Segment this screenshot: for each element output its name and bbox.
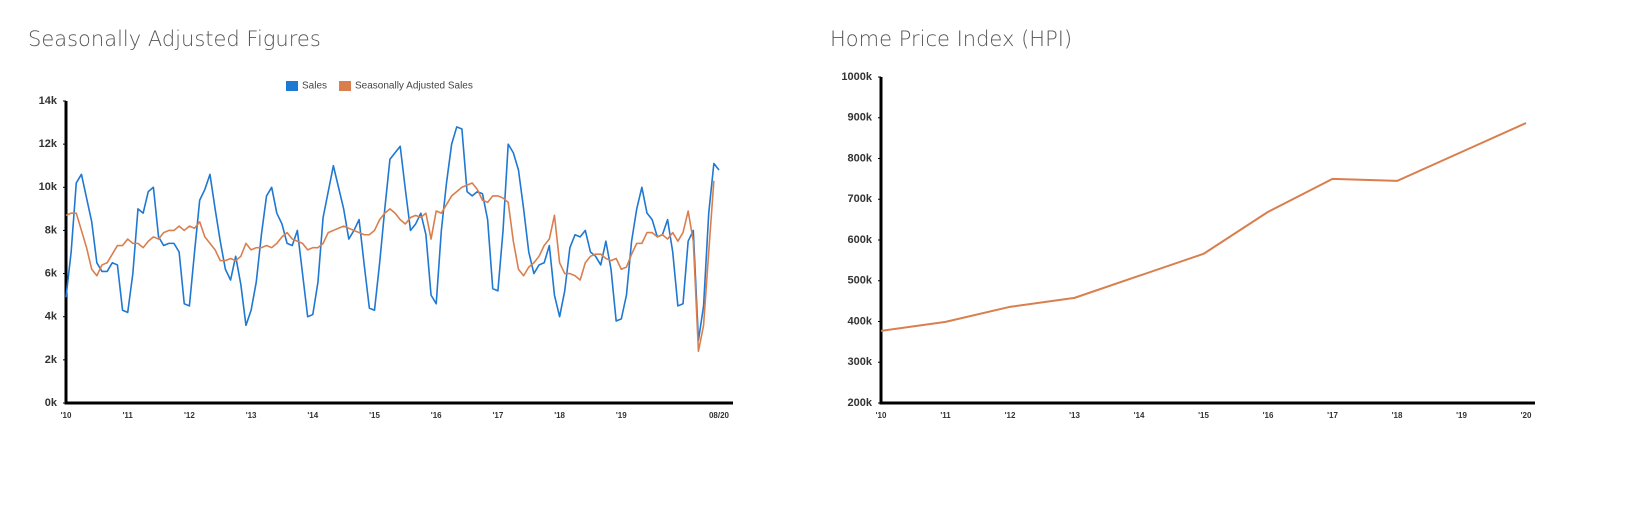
chart-title: Home Price Index (HPI): [830, 27, 1072, 51]
x-tick-label: '14: [1134, 411, 1145, 420]
x-tick-label: '10: [61, 411, 72, 420]
x-tick-label: '18: [1392, 411, 1403, 420]
y-tick-label: 8k: [45, 224, 58, 236]
y-tick-label: 4k: [45, 311, 58, 323]
legend-label: Sales: [302, 81, 327, 92]
x-tick-label: '18: [554, 411, 565, 420]
x-tick-label: '17: [492, 411, 503, 420]
x-tick-label: '11: [123, 411, 134, 420]
y-tick-label: 900k: [848, 112, 873, 124]
x-tick-label: 08/20: [709, 411, 730, 420]
x-tick-label: '19: [1456, 411, 1467, 420]
y-tick-label: 600k: [848, 234, 873, 246]
x-tick-label: '12: [1005, 411, 1016, 420]
legend-swatch: [286, 81, 298, 91]
legend-label: Seasonally Adjusted Sales: [355, 81, 473, 92]
x-tick-label: '15: [1198, 411, 1209, 420]
series-line: [880, 122, 1527, 332]
y-tick-label: 0k: [45, 397, 58, 409]
x-tick-label: '14: [307, 411, 318, 420]
y-tick-label: 1000k: [841, 71, 872, 83]
x-tick-label: '10: [876, 411, 887, 420]
series-line: [65, 180, 715, 353]
x-tick-label: '16: [431, 411, 442, 420]
y-tick-label: 14k: [39, 95, 58, 107]
y-tick-label: 300k: [848, 356, 873, 368]
x-tick-label: '12: [184, 411, 195, 420]
x-tick-label: '16: [1263, 411, 1274, 420]
y-tick-label: 6k: [45, 267, 58, 279]
x-tick-label: '11: [940, 411, 951, 420]
x-tick-label: '20: [1521, 411, 1532, 420]
chart-title: Seasonally Adjusted Figures: [28, 27, 321, 51]
x-tick-label: '17: [1327, 411, 1338, 420]
y-tick-label: 10k: [39, 181, 58, 193]
y-tick-label: 400k: [848, 315, 873, 327]
y-tick-label: 12k: [39, 138, 58, 150]
y-tick-label: 500k: [848, 275, 873, 287]
legend-swatch: [339, 81, 352, 91]
x-tick-label: '13: [1069, 411, 1080, 420]
series-line: [65, 126, 720, 342]
y-tick-label: 200k: [848, 397, 873, 409]
x-tick-label: '15: [369, 411, 380, 420]
y-tick-label: 2k: [45, 354, 58, 366]
x-tick-label: '13: [246, 411, 257, 420]
y-tick-label: 800k: [848, 152, 873, 164]
x-tick-label: '19: [616, 411, 627, 420]
y-tick-label: 700k: [848, 193, 873, 205]
